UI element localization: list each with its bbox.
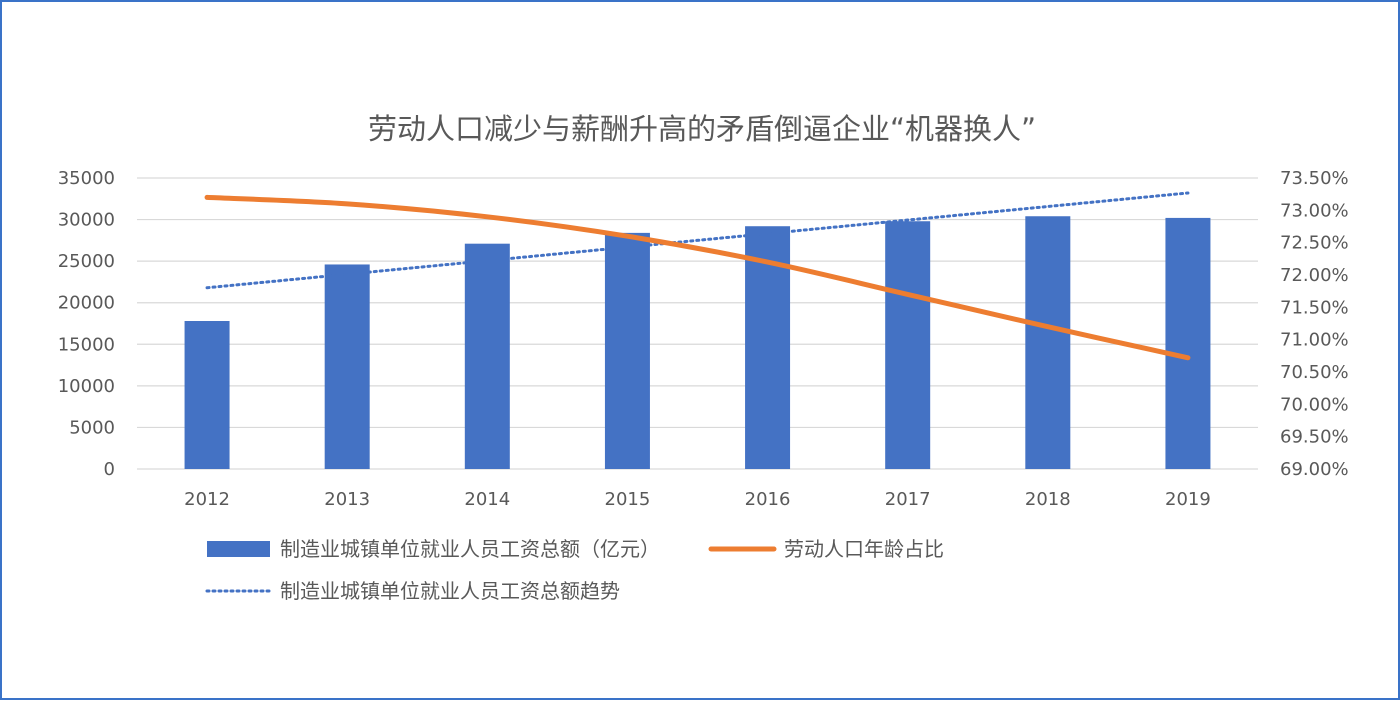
right-axis-tick-label: 72.00% <box>1280 265 1349 286</box>
left-axis-tick-label: 5000 <box>69 417 115 438</box>
right-axis-tick-label: 69.50% <box>1280 427 1349 448</box>
legend-swatch-bar <box>207 541 270 557</box>
x-axis-tick-label: 2014 <box>464 489 510 510</box>
bar <box>1025 216 1071 469</box>
bar <box>604 232 650 469</box>
right-axis-tick-label: 72.50% <box>1280 233 1349 254</box>
x-axis-tick-label: 2019 <box>1165 489 1211 510</box>
left-axis-tick-label: 15000 <box>58 334 115 355</box>
x-axis-tick-label: 2013 <box>324 489 370 510</box>
left-axis-tick-label: 25000 <box>58 251 115 272</box>
bar <box>885 221 931 469</box>
legend-label-bar: 制造业城镇单位就业人员工资总额（亿元） <box>280 537 660 561</box>
left-axis-tick-label: 0 <box>104 459 115 480</box>
series-line-trend <box>205 191 1190 290</box>
left-axis-tick-label: 10000 <box>58 376 115 397</box>
legend-label-trend: 制造业城镇单位就业人员工资总额趋势 <box>280 579 620 603</box>
x-axis-tick-label: 2016 <box>745 489 791 510</box>
series-line-labor-ratio <box>204 194 1191 361</box>
bar <box>1165 217 1211 469</box>
bar <box>324 264 370 469</box>
bar <box>464 243 510 469</box>
left-axis-tick-label: 30000 <box>58 210 115 231</box>
right-axis-tick-label: 70.50% <box>1280 362 1349 383</box>
bar <box>184 321 230 469</box>
x-axis-tick-label: 2018 <box>1025 489 1071 510</box>
right-axis-tick-label: 69.00% <box>1280 459 1349 480</box>
right-axis-tick-label: 71.50% <box>1280 297 1349 318</box>
x-axis-tick-label: 2015 <box>605 489 651 510</box>
legend-label-line: 劳动人口年龄占比 <box>784 537 944 561</box>
right-axis-tick-label: 70.00% <box>1280 394 1349 415</box>
x-axis-tick-label: 2012 <box>184 489 230 510</box>
chart-title: 劳动人口减少与薪酬升高的矛盾倒逼企业“机器换人” <box>367 112 1037 146</box>
right-axis-tick-label: 73.00% <box>1280 200 1349 221</box>
x-axis-tick-label: 2017 <box>885 489 931 510</box>
right-axis-tick-label: 71.00% <box>1280 330 1349 351</box>
left-axis-tick-label: 35000 <box>58 168 115 189</box>
right-axis-tick-label: 73.50% <box>1280 168 1349 189</box>
left-axis-tick-label: 20000 <box>58 293 115 314</box>
